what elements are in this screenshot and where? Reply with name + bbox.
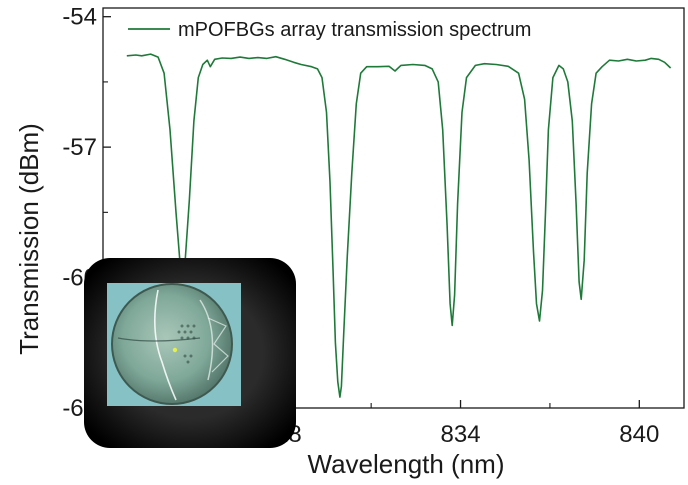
legend: mPOFBGs array transmission spectrum xyxy=(128,19,531,41)
legend-label: mPOFBGs array transmission spectrum xyxy=(178,19,531,41)
plot-frame xyxy=(102,7,685,409)
x-tick-label: 840 xyxy=(619,421,659,448)
y-axis-title: Transmission (dBm) xyxy=(14,123,44,355)
x-axis-title: Wavelength (nm) xyxy=(308,449,505,479)
inset-micrograph xyxy=(84,258,296,448)
plot-border xyxy=(102,7,685,409)
series-line xyxy=(126,53,672,398)
y-tick-label: -54 xyxy=(62,4,97,31)
y-tick-label: -57 xyxy=(62,134,97,161)
x-tick-label: 834 xyxy=(441,421,481,448)
